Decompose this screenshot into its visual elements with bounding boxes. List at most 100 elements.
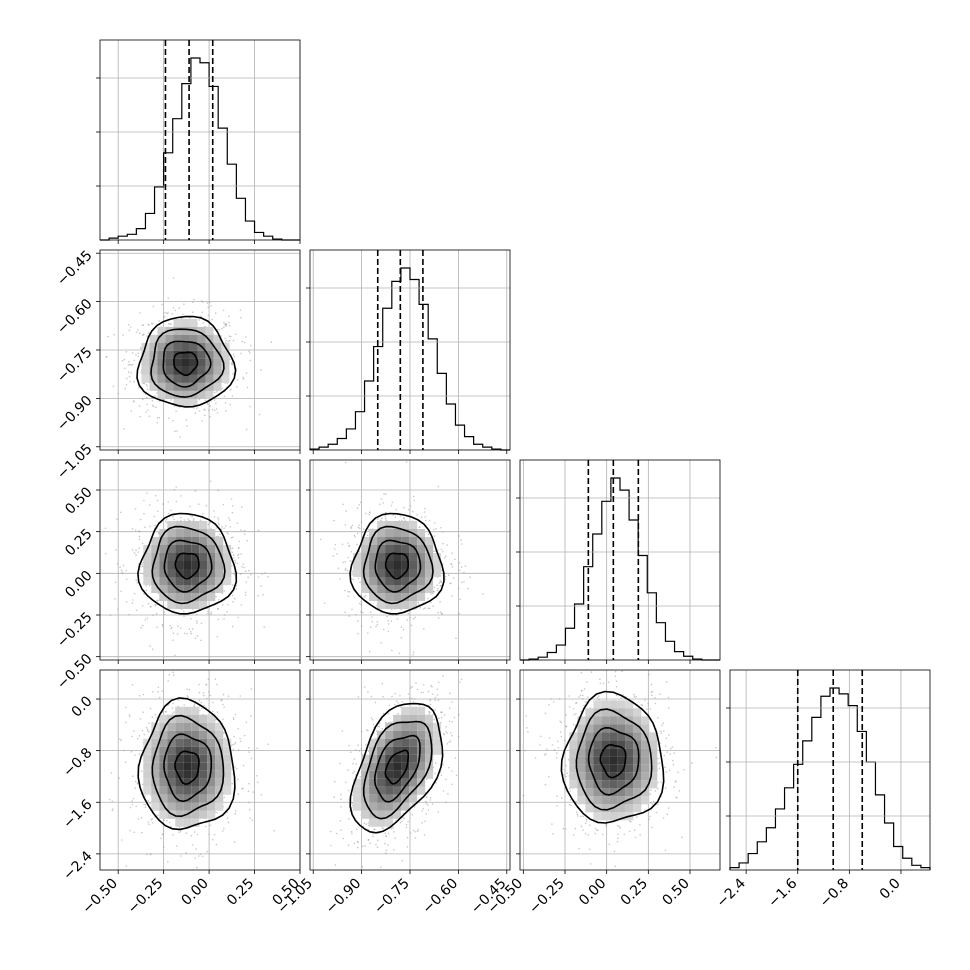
scatter-point (437, 549, 439, 551)
scatter-point (367, 838, 370, 841)
density-cell (369, 577, 378, 585)
scatter-point (139, 415, 142, 418)
scatter-point (144, 803, 147, 806)
scatter-point (435, 782, 437, 784)
density-cell (175, 601, 184, 609)
scatter-point (330, 844, 332, 847)
density-cell (197, 350, 206, 359)
scatter-point (439, 585, 442, 587)
scatter-point (214, 409, 216, 412)
scatter-point (125, 569, 127, 572)
scatter-point (199, 853, 202, 856)
density-cell (191, 706, 200, 715)
panel-3-0 (96, 669, 301, 874)
scatter-point (226, 817, 229, 819)
scatter-point (342, 561, 344, 564)
density-cell (207, 738, 216, 747)
scatter-point (448, 720, 451, 722)
scatter-point (190, 617, 192, 620)
scatter-point (185, 852, 187, 854)
scatter-point (123, 367, 126, 370)
scatter-point (237, 616, 239, 619)
scatter-point (441, 716, 443, 719)
scatter-point (382, 827, 385, 830)
scatter-point (134, 529, 137, 532)
scatter-point (358, 504, 360, 506)
density-cell (215, 537, 224, 545)
scatter-point (394, 693, 396, 695)
density-cell (189, 398, 198, 407)
scatter-point (429, 797, 432, 799)
scatter-point (146, 617, 149, 620)
scatter-point (172, 277, 175, 279)
density-cell (157, 350, 166, 359)
scatter-point (364, 594, 367, 597)
scatter-point (145, 396, 148, 399)
scatter-point (358, 750, 361, 752)
scatter-point (188, 688, 191, 691)
density-cell (417, 529, 426, 537)
scatter-point (141, 563, 143, 566)
scatter-point (401, 519, 403, 522)
density-cell (167, 754, 176, 763)
scatter-point (213, 399, 216, 401)
scatter-point (445, 801, 447, 804)
scatter-point (195, 848, 197, 850)
scatter-point (437, 589, 439, 592)
scatter-point (430, 601, 432, 604)
scatter-point (194, 637, 197, 640)
scatter-point (341, 543, 344, 546)
scatter-point (138, 530, 140, 532)
scatter-point (229, 526, 231, 528)
scatter-point (172, 833, 174, 836)
scatter-point (250, 344, 252, 347)
density-cell (175, 545, 184, 553)
scatter-point (129, 363, 131, 366)
scatter-point (248, 782, 250, 785)
scatter-point (233, 573, 236, 576)
scatter-point (224, 337, 226, 340)
panel-2-1 (306, 459, 511, 664)
scatter-point (384, 832, 387, 835)
scatter-point (231, 511, 234, 514)
scatter-point (141, 565, 144, 567)
scatter-point (380, 498, 383, 500)
density-cell (213, 334, 222, 343)
scatter-point (362, 528, 365, 530)
scatter-point (215, 402, 217, 405)
density-cell (183, 786, 192, 795)
density-cell (197, 390, 206, 399)
scatter-point (231, 547, 234, 549)
scatter-point (403, 817, 405, 820)
scatter-point (172, 632, 175, 635)
scatter-point (148, 722, 150, 724)
scatter-point (204, 825, 207, 828)
density-cell (183, 553, 192, 561)
scatter-point (202, 692, 205, 694)
scatter-point (376, 621, 379, 623)
scatter-point (180, 516, 182, 519)
scatter-point (236, 368, 238, 370)
scatter-point (128, 714, 131, 716)
scatter-point (194, 831, 196, 833)
scatter-point (215, 843, 218, 846)
scatter-point (207, 306, 210, 309)
scatter-point (204, 414, 206, 417)
scatter-point (412, 651, 415, 654)
scatter-point (223, 527, 225, 529)
scatter-point (256, 747, 259, 750)
scatter-point (434, 708, 436, 711)
scatter-point (384, 517, 387, 520)
scatter-point (445, 778, 447, 781)
scatter-point (186, 425, 188, 427)
scatter-point (123, 358, 126, 361)
scatter-point (133, 359, 135, 362)
scatter-point (367, 822, 370, 824)
scatter-point (448, 707, 451, 709)
scatter-point (143, 733, 146, 736)
scatter-point (250, 715, 252, 717)
scatter-point (178, 831, 181, 834)
scatter-point (146, 385, 148, 387)
scatter-point (214, 678, 217, 680)
scatter-point (232, 536, 234, 538)
